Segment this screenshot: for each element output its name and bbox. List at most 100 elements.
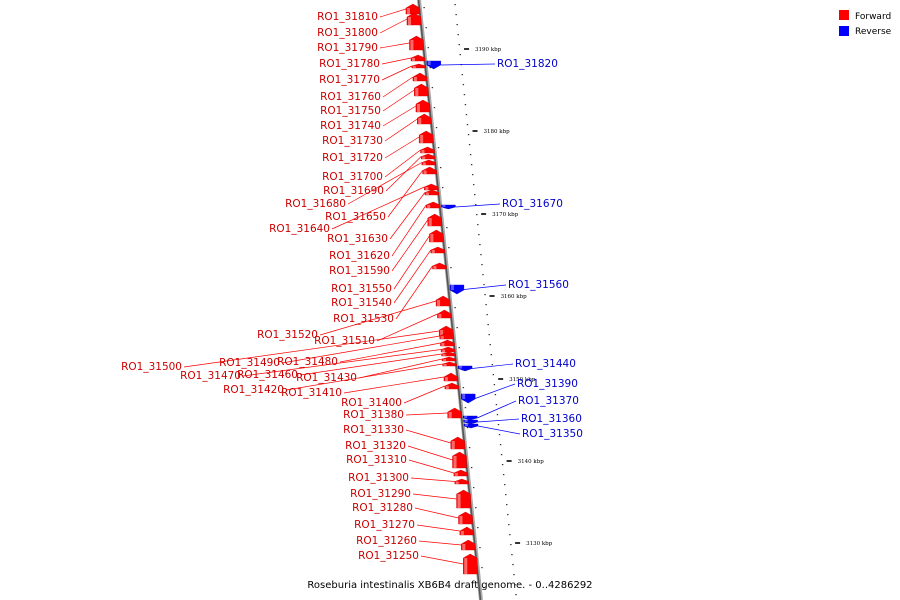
- track-dot: [468, 447, 471, 449]
- forward-gene-label[interactable]: RO1_31300: [348, 472, 409, 484]
- forward-gene-label[interactable]: RO1_31630: [327, 233, 388, 245]
- forward-gene-label[interactable]: RO1_31800: [317, 27, 378, 39]
- track-dot: [461, 74, 464, 76]
- forward-gene-label[interactable]: RO1_31620: [329, 250, 390, 262]
- track-dot: [429, 67, 432, 69]
- track-dot: [473, 184, 475, 186]
- forward-gene-label[interactable]: RO1_31760: [320, 91, 381, 103]
- track-dot: [466, 427, 469, 429]
- forward-label-connector: [414, 507, 459, 519]
- scale-ticks: 3190 kbp 3180 kbp 3170 kbp 3160 kbp 3150 kbp…: [464, 47, 553, 547]
- track-dot: [475, 507, 477, 509]
- forward-gene-label[interactable]: RO1_31310: [346, 454, 407, 466]
- track-dot: [468, 144, 471, 146]
- track-dot: [467, 134, 470, 136]
- reverse-gene-label[interactable]: RO1_31820: [497, 58, 558, 70]
- forward-gene-highlight: [438, 314, 442, 318]
- gene-features: [405, 3, 479, 575]
- track-dot: [464, 407, 467, 409]
- track-dot: [464, 104, 467, 106]
- forward-gene-label[interactable]: RO1_31500: [121, 361, 182, 373]
- forward-label-connector: [384, 118, 418, 142]
- tick-label: 3170 kbp: [492, 212, 519, 218]
- track-dot: [481, 264, 483, 266]
- forward-gene-label[interactable]: RO1_31280: [352, 502, 413, 514]
- track-dot: [506, 504, 508, 506]
- forward-label-connector: [412, 493, 457, 500]
- forward-gene-label[interactable]: RO1_31640: [269, 223, 330, 235]
- reverse-gene-label[interactable]: RO1_31370: [518, 395, 579, 407]
- forward-gene-highlight: [422, 156, 426, 159]
- track-dot: [470, 164, 473, 166]
- track-dot: [456, 327, 458, 329]
- forward-gene-highlight: [443, 364, 447, 366]
- forward-gene-label[interactable]: RO1_31650: [325, 211, 386, 223]
- reverse-gene-label[interactable]: RO1_31670: [502, 198, 563, 210]
- forward-gene-highlight: [444, 377, 448, 381]
- track-dot: [489, 344, 491, 346]
- reverse-gene-highlight: [464, 420, 468, 422]
- forward-gene-label[interactable]: RO1_31720: [322, 152, 383, 164]
- forward-gene-highlight: [418, 118, 422, 124]
- forward-gene-label[interactable]: RO1_31510: [314, 335, 375, 347]
- forward-gene-label[interactable]: RO1_31590: [329, 265, 390, 277]
- forward-gene-highlight: [455, 481, 459, 484]
- reverse-label-connector: [477, 418, 520, 423]
- forward-label-connector: [391, 204, 427, 257]
- forward-gene-label[interactable]: RO1_31490: [219, 357, 280, 369]
- forward-label-connector: [420, 555, 464, 565]
- track-dot: [486, 314, 488, 316]
- forward-gene-label[interactable]: RO1_31460: [237, 369, 298, 381]
- track-dot: [423, 7, 425, 9]
- forward-gene-label[interactable]: RO1_31810: [317, 11, 378, 23]
- reverse-gene-label[interactable]: RO1_31350: [522, 428, 583, 440]
- forward-gene-label[interactable]: RO1_31320: [345, 440, 406, 452]
- forward-gene-label[interactable]: RO1_31260: [356, 535, 417, 547]
- forward-gene-label[interactable]: RO1_31770: [319, 74, 380, 86]
- forward-gene-label[interactable]: RO1_31270: [354, 519, 415, 531]
- forward-gene-highlight: [427, 205, 431, 208]
- track-dot: [437, 147, 440, 149]
- reverse-gene-label[interactable]: RO1_31560: [508, 279, 569, 291]
- track-dot: [487, 324, 489, 326]
- forward-gene-label[interactable]: RO1_31430: [296, 372, 357, 384]
- track-dot: [471, 174, 474, 176]
- track-dot: [515, 594, 517, 596]
- reverse-gene-highlight: [462, 394, 466, 399]
- forward-gene-label[interactable]: RO1_31550: [331, 283, 392, 295]
- forward-label-connector: [242, 349, 442, 377]
- forward-gene-label[interactable]: RO1_31790: [317, 42, 378, 54]
- forward-gene-label[interactable]: RO1_31470: [180, 370, 241, 382]
- track-dot: [508, 524, 510, 526]
- forward-gene-label[interactable]: RO1_31740: [320, 120, 381, 132]
- forward-gene-label[interactable]: RO1_31420: [223, 384, 284, 396]
- track-dot: [433, 107, 436, 109]
- forward-gene-label[interactable]: RO1_31530: [333, 313, 394, 325]
- forward-gene-label[interactable]: RO1_31700: [322, 171, 383, 183]
- forward-gene-label[interactable]: RO1_31330: [343, 424, 404, 436]
- track-dot: [459, 54, 461, 56]
- forward-gene-label[interactable]: RO1_31520: [257, 329, 318, 341]
- forward-gene-label[interactable]: RO1_31680: [285, 198, 346, 210]
- forward-gene-label[interactable]: RO1_31540: [331, 297, 392, 309]
- forward-gene-label[interactable]: RO1_31410: [281, 387, 342, 399]
- forward-gene-label[interactable]: RO1_31730: [322, 135, 383, 147]
- reverse-gene-label[interactable]: RO1_31360: [521, 413, 582, 425]
- forward-gene-label[interactable]: RO1_31480: [277, 356, 338, 368]
- forward-gene-label[interactable]: RO1_31780: [319, 58, 380, 70]
- track-dot: [454, 4, 456, 6]
- forward-gene-label[interactable]: RO1_31400: [341, 397, 402, 409]
- forward-gene-label[interactable]: RO1_31290: [350, 488, 411, 500]
- forward-gene-label[interactable]: RO1_31380: [343, 409, 404, 421]
- reverse-gene-label[interactable]: RO1_31440: [515, 358, 576, 370]
- reverse-label-connector: [475, 383, 516, 399]
- forward-label-connector: [281, 335, 440, 364]
- forward-gene-highlight: [421, 150, 425, 153]
- forward-label-connector: [319, 300, 437, 336]
- forward-gene-label[interactable]: RO1_31250: [358, 550, 419, 562]
- forward-gene-label[interactable]: RO1_31750: [320, 105, 381, 117]
- reverse-gene-label[interactable]: RO1_31390: [517, 378, 578, 390]
- genome-backbone: [417, 0, 517, 600]
- forward-gene-label[interactable]: RO1_31690: [323, 185, 384, 197]
- forward-gene-highlight: [430, 234, 434, 242]
